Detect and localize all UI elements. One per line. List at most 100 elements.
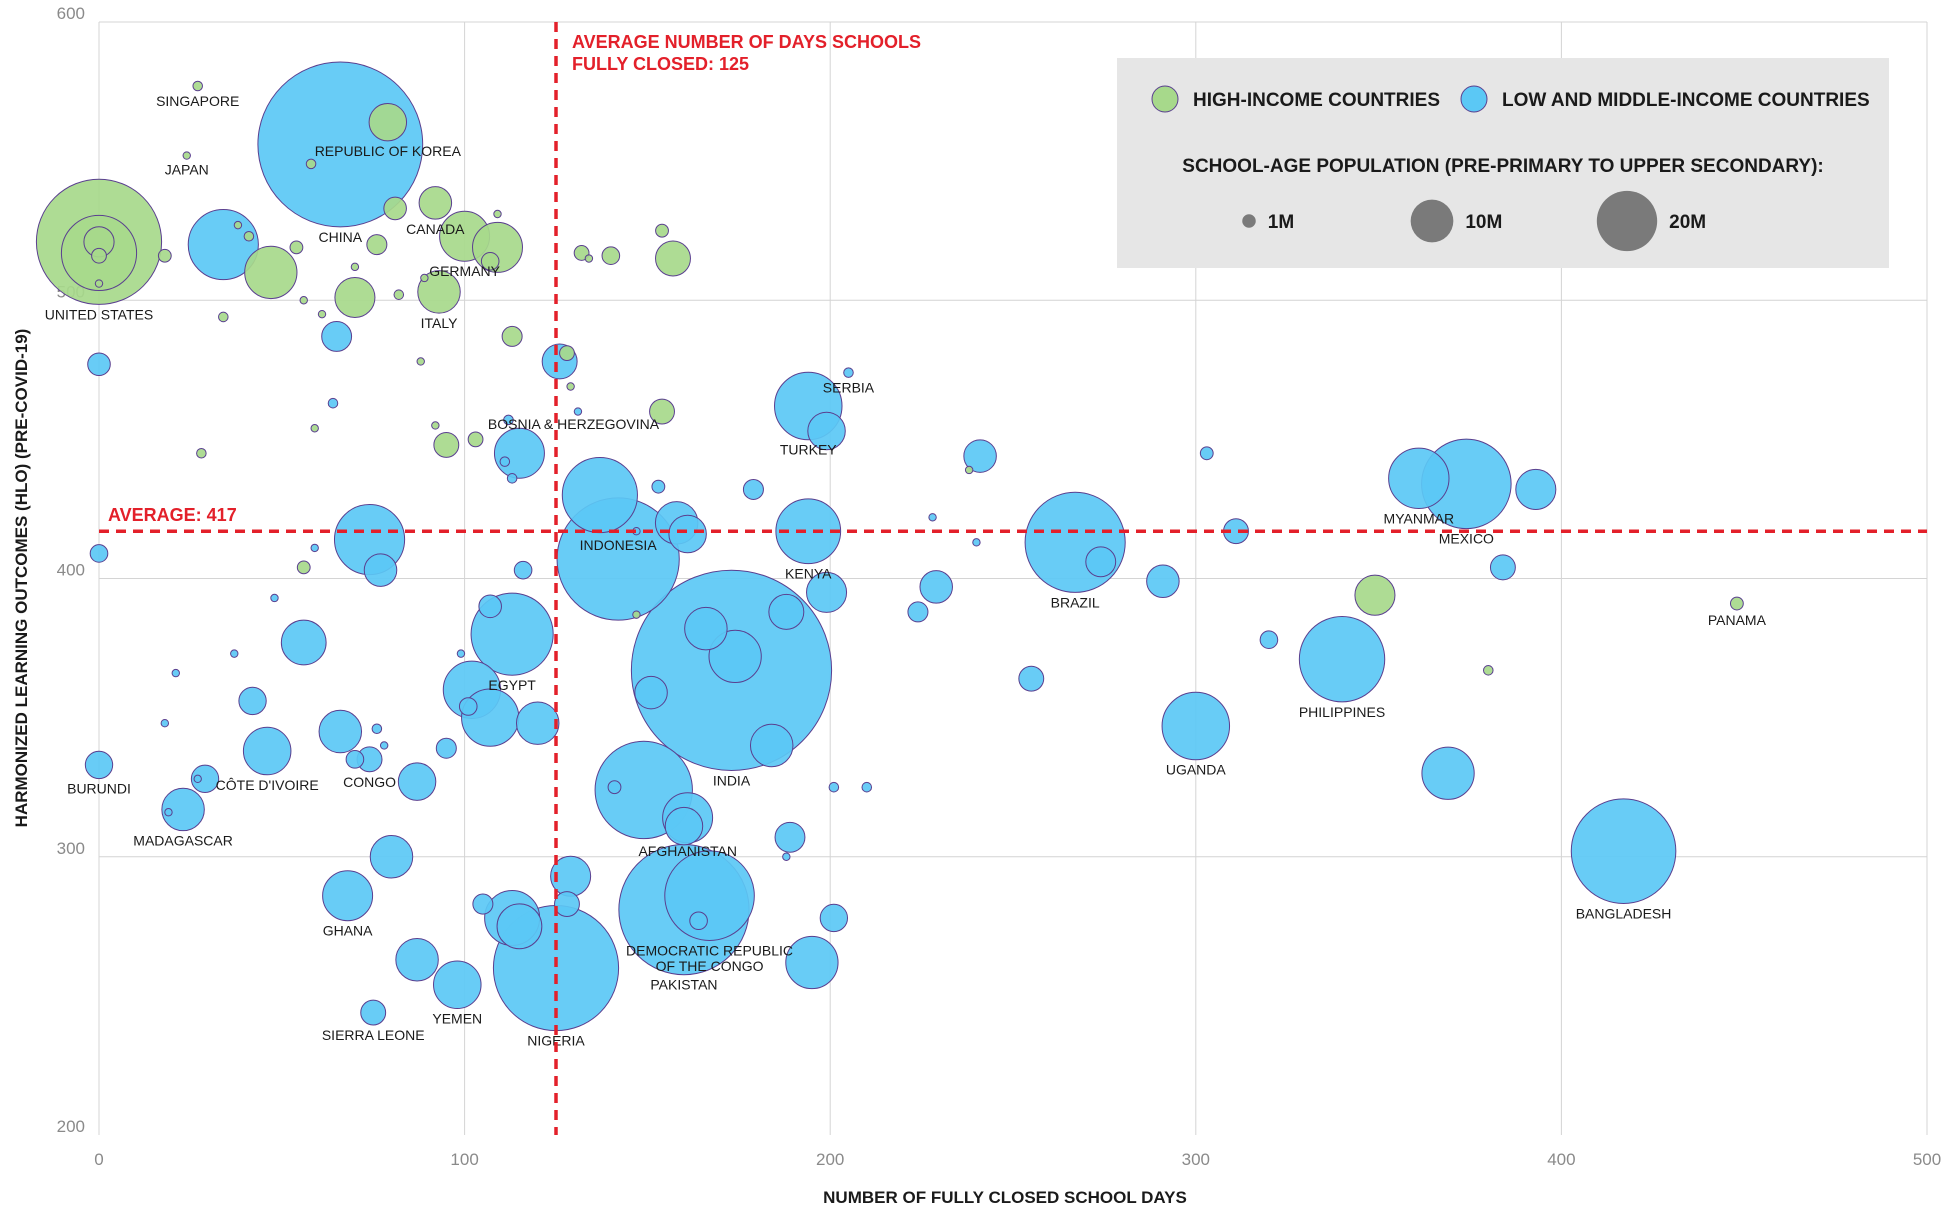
bubble	[420, 273, 429, 283]
point-label: GERMANY	[429, 263, 500, 279]
bubble	[655, 240, 691, 277]
bubble	[321, 320, 353, 352]
bubble	[819, 903, 849, 933]
bubble	[513, 560, 533, 580]
point-label: SIERRA LEONE	[322, 1027, 425, 1043]
bubble	[280, 619, 327, 666]
point-label: UNITED STATES	[45, 306, 153, 322]
bubble	[84, 750, 114, 780]
point-label: INDONESIA	[580, 537, 658, 553]
bubble	[334, 276, 376, 318]
x-tick-label: 300	[1182, 1150, 1210, 1169]
bubble	[632, 610, 641, 619]
size-legend-label: 20M	[1669, 212, 1706, 233]
point-label: YEMEN	[432, 1011, 482, 1027]
bubble	[664, 806, 704, 846]
bubble	[472, 893, 494, 915]
size-legend-label: 10M	[1465, 212, 1502, 233]
x-tick-label: 400	[1547, 1150, 1575, 1169]
point-label: SINGAPORE	[156, 93, 239, 109]
point-label: PHILIPPINES	[1299, 704, 1385, 720]
bubble	[395, 937, 439, 982]
bubble	[493, 427, 545, 479]
point-label: REPUBLIC OF KOREA	[315, 143, 462, 159]
bubble	[1570, 798, 1677, 904]
bubble	[506, 473, 518, 484]
bubble	[305, 158, 317, 170]
bubble	[964, 465, 974, 475]
bubble	[416, 357, 425, 366]
legend-label: HIGH-INCOME COUNTRIES	[1193, 90, 1440, 111]
bubble	[1421, 746, 1475, 800]
point-label: ITALY	[421, 315, 458, 331]
bubble	[1259, 630, 1279, 650]
bubble	[1515, 468, 1557, 510]
legend-label: LOW AND MIDDLE-INCOME COUNTRIES	[1502, 90, 1870, 111]
x-tick-label: 0	[94, 1150, 103, 1169]
bubble	[782, 852, 791, 861]
bubble	[651, 479, 666, 494]
point-label: MEXICO	[1439, 531, 1494, 547]
bubble	[458, 697, 478, 716]
bubble	[435, 737, 457, 759]
bubble	[233, 220, 243, 230]
bubble	[310, 424, 319, 433]
bubble	[87, 352, 111, 377]
bubble	[554, 891, 580, 917]
bubble	[843, 367, 854, 378]
bubble	[322, 870, 374, 922]
point-label: AFGHANISTAN	[638, 843, 737, 859]
point-label: UGANDA	[1166, 762, 1227, 778]
bubble	[749, 723, 794, 768]
legend-swatch	[1460, 85, 1488, 113]
bubble	[649, 398, 675, 425]
bubble	[607, 780, 622, 795]
bubble	[742, 478, 764, 500]
point-label: NIGERIA	[527, 1033, 585, 1049]
bubble	[257, 61, 424, 228]
bubble	[515, 701, 560, 745]
x-tick-label: 500	[1913, 1150, 1941, 1169]
y-tick-label: 300	[57, 839, 85, 858]
point-label: BANGLADESH	[1576, 905, 1672, 921]
bubble	[317, 309, 327, 319]
bubble	[418, 186, 453, 220]
size-legend-swatch	[1242, 214, 1256, 228]
x-tick-label: 100	[450, 1150, 478, 1169]
bubble	[907, 601, 929, 623]
bubble	[467, 431, 484, 448]
bubble	[318, 709, 363, 754]
bubble	[499, 456, 511, 467]
bubble	[397, 762, 437, 801]
bubble	[366, 234, 388, 256]
size-legend-label: 1M	[1268, 212, 1294, 233]
bubble	[928, 513, 937, 522]
bubble	[768, 593, 805, 630]
bubble	[190, 764, 220, 794]
bubble	[689, 911, 708, 931]
point-label: MADAGASCAR	[133, 833, 233, 849]
x-tick-label: 200	[816, 1150, 844, 1169]
point-label: BOSNIA & HERZEGOVINA	[488, 416, 660, 432]
bubble	[1018, 665, 1045, 692]
bubble	[383, 196, 407, 221]
bubble	[774, 821, 806, 853]
bubble	[94, 279, 104, 288]
bubble	[244, 245, 298, 300]
bubble	[828, 781, 840, 793]
bubble	[785, 935, 839, 990]
point-label: BURUNDI	[67, 781, 131, 797]
point-label: CHINA	[319, 229, 363, 245]
bubble	[161, 787, 205, 832]
bubble	[431, 421, 440, 430]
legend-box	[1117, 58, 1889, 268]
bubble	[1298, 616, 1386, 703]
bubble	[601, 246, 621, 266]
bubble	[775, 498, 842, 565]
point-label: PANAMA	[1708, 612, 1767, 628]
point-label: SERBIA	[823, 379, 875, 395]
bubble	[1354, 574, 1396, 616]
bubble	[242, 726, 292, 776]
bubble	[1024, 491, 1126, 593]
